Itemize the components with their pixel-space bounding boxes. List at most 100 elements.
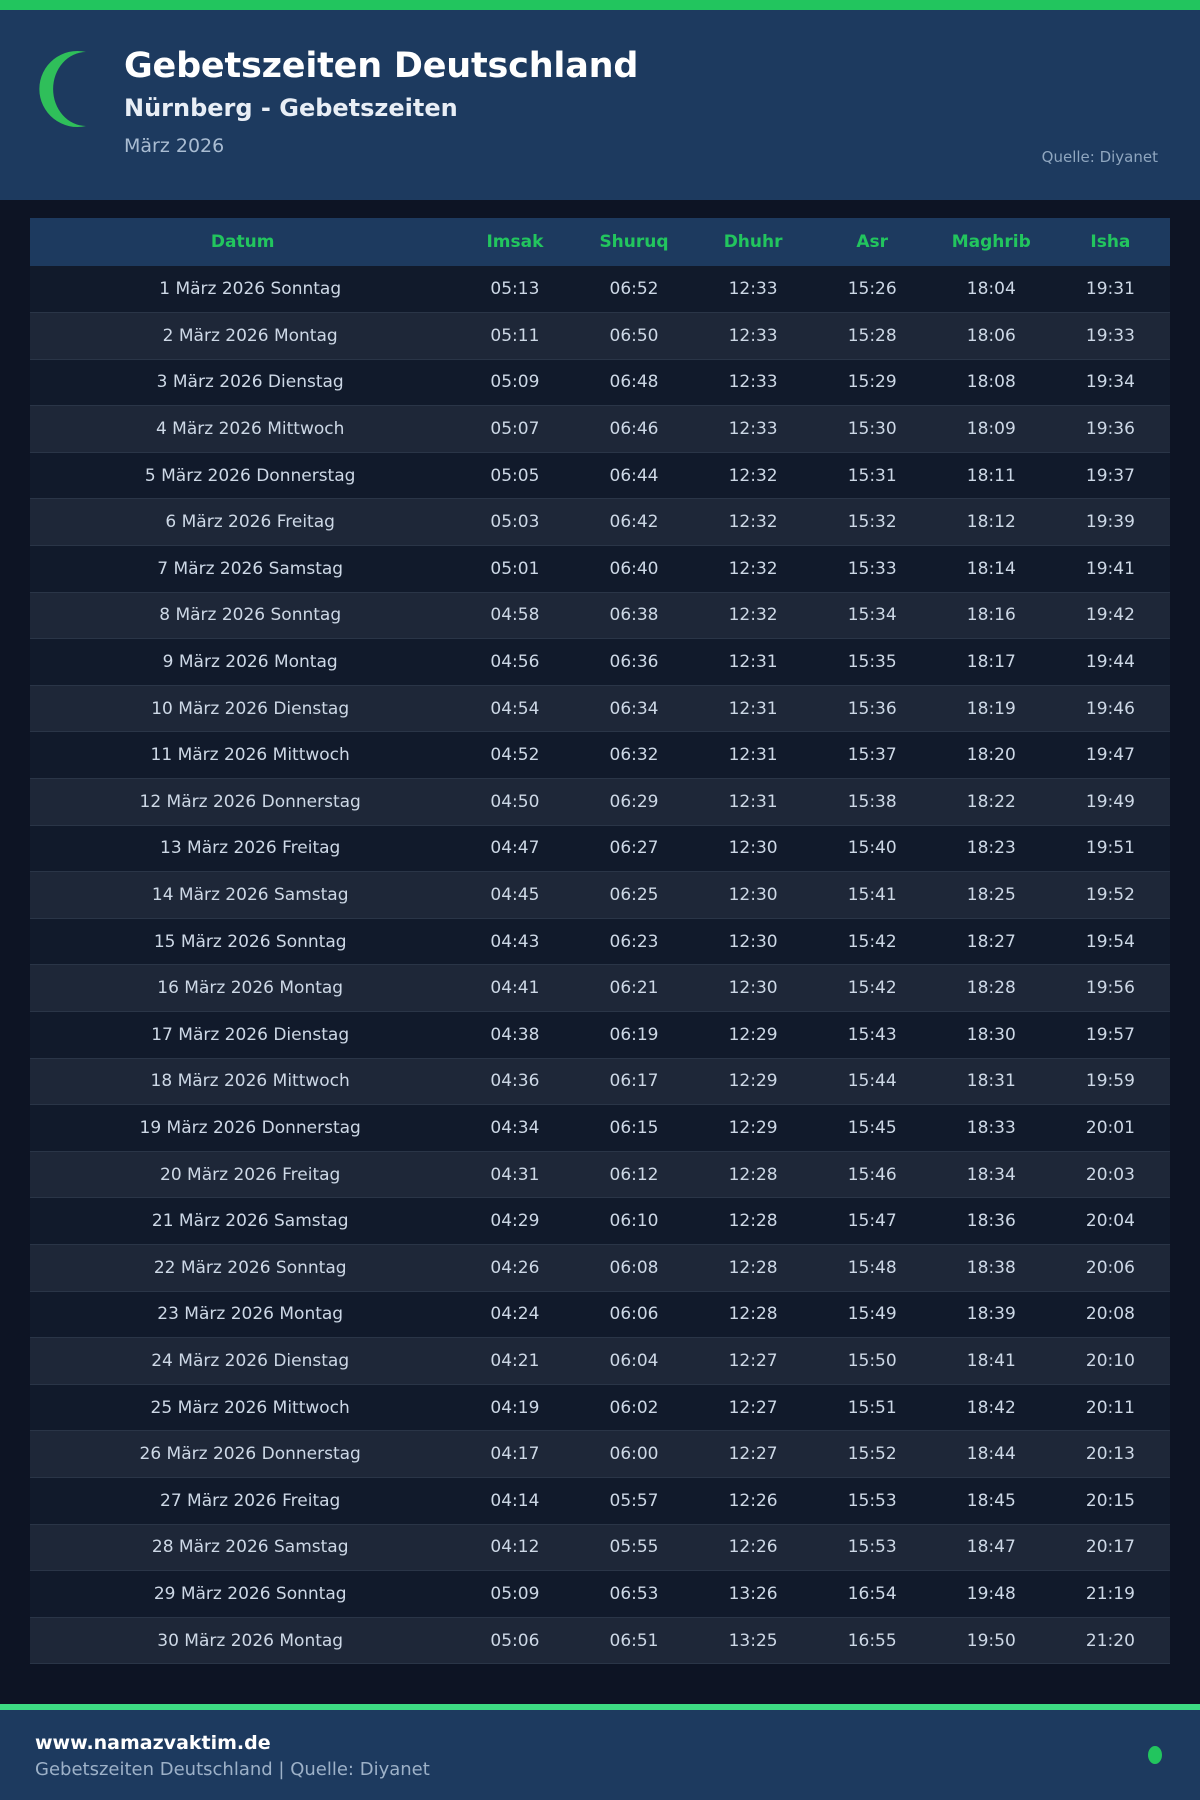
cell-dhuhr: 13:25	[693, 1616, 813, 1665]
table-row[interactable]: 19 März 2026 Donnerstag 04:34 06:15 12:29 15…	[30, 1104, 1170, 1152]
cell-isha: 19:42	[1050, 591, 1170, 640]
cell-shuruq: 06:04	[574, 1337, 694, 1385]
cell-dhuhr: 12:33	[693, 312, 813, 360]
cell-shuruq: 06:00	[574, 1430, 694, 1478]
table-row[interactable]: 26 März 2026 Donnerstag 04:17 06:00 12:27 15…	[30, 1430, 1170, 1478]
cell-shuruq: 06:25	[574, 871, 694, 919]
cell-maghrib: 18:11	[931, 452, 1051, 499]
cell-maghrib: 18:09	[931, 405, 1051, 453]
table-row[interactable]: 15 März 2026 Sonntag 04:43 06:23 12:30 15:42…	[30, 918, 1170, 965]
table-row[interactable]: 11 März 2026 Mittwoch 04:52 06:32 12:31 15:3…	[30, 731, 1170, 779]
cell-isha: 19:33	[1050, 312, 1170, 360]
column-header-dhuhr[interactable]: Dhuhr	[693, 218, 813, 266]
table-head: Datum Imsak Shuruq Dhuhr Asr Maghrib Ish…	[30, 218, 1170, 266]
table-row[interactable]: 30 März 2026 Montag 05:06 06:51 13:25 16:55 1…	[30, 1616, 1170, 1665]
cell-dhuhr: 12:33	[693, 359, 813, 406]
table-row[interactable]: 20 März 2026 Freitag 04:31 06:12 12:28 15:46…	[30, 1150, 1170, 1199]
cell-imsak: 04:47	[455, 825, 575, 872]
table-row[interactable]: 29 März 2026 Sonntag 05:09 06:53 13:26 16:54…	[30, 1570, 1170, 1618]
table-row[interactable]: 27 März 2026 Freitag 04:14 05:57 12:26 15:53…	[30, 1477, 1170, 1525]
cell-dhuhr: 12:27	[693, 1384, 813, 1431]
cell-imsak: 04:12	[455, 1523, 575, 1572]
cell-imsak: 04:26	[455, 1243, 575, 1292]
cell-dhuhr: 12:31	[693, 684, 813, 733]
cell-asr: 15:37	[812, 731, 932, 779]
cell-asr: 15:47	[812, 1197, 932, 1245]
table-row[interactable]: 28 März 2026 Samstag 04:12 05:55 12:26 15:53…	[30, 1523, 1170, 1572]
cell-imsak: 04:45	[455, 871, 575, 919]
cell-dhuhr: 13:26	[693, 1570, 813, 1618]
table-row[interactable]: 12 März 2026 Donnerstag 04:50 06:29 12:31 15…	[30, 778, 1170, 826]
cell-isha: 19:57	[1050, 1011, 1170, 1059]
table-row[interactable]: 4 März 2026 Mittwoch 05:07 06:46 12:33 15:30…	[30, 405, 1170, 453]
table-row[interactable]: 22 März 2026 Sonntag 04:26 06:08 12:28 15:48…	[30, 1243, 1170, 1292]
table-row[interactable]: 3 März 2026 Dienstag 05:09 06:48 12:33 15:29…	[30, 359, 1170, 406]
cell-date: 14 März 2026 Samstag	[30, 871, 456, 919]
cell-imsak: 04:56	[455, 638, 575, 686]
cell-maghrib: 18:08	[931, 359, 1051, 406]
table-row[interactable]: 21 März 2026 Samstag 04:29 06:10 12:28 15:47…	[30, 1197, 1170, 1245]
cell-shuruq: 06:32	[574, 731, 694, 779]
cell-shuruq: 06:02	[574, 1384, 694, 1431]
table-row[interactable]: 14 März 2026 Samstag 04:45 06:25 12:30 15:41…	[30, 871, 1170, 919]
table-row[interactable]: 8 März 2026 Sonntag 04:58 06:38 12:32 15:34 1…	[30, 591, 1170, 640]
cell-imsak: 04:14	[455, 1477, 575, 1525]
table-row[interactable]: 10 März 2026 Dienstag 04:54 06:34 12:31 15:3…	[30, 684, 1170, 733]
cell-asr: 15:29	[812, 359, 932, 406]
footer-site-url[interactable]: www.namazvaktim.de	[35, 1732, 271, 1754]
table-row[interactable]: 7 März 2026 Samstag 05:01 06:40 12:32 15:33 1…	[30, 545, 1170, 593]
cell-asr: 15:33	[812, 545, 932, 593]
table-row[interactable]: 5 März 2026 Donnerstag 05:05 06:44 12:32 15:…	[30, 452, 1170, 499]
cell-isha: 19:51	[1050, 825, 1170, 872]
column-header-maghrib[interactable]: Maghrib	[931, 218, 1051, 266]
table-row[interactable]: 9 März 2026 Montag 04:56 06:36 12:31 15:35 18…	[30, 638, 1170, 686]
cell-asr: 15:26	[812, 266, 932, 313]
table-row[interactable]: 18 März 2026 Mittwoch 04:36 06:17 12:29 15:4…	[30, 1057, 1170, 1106]
cell-maghrib: 18:45	[931, 1477, 1051, 1525]
table-row[interactable]: 1 März 2026 Sonntag 05:13 06:52 12:33 15:26 1…	[30, 266, 1170, 313]
cell-isha: 21:20	[1050, 1616, 1170, 1665]
cell-date: 3 März 2026 Dienstag	[30, 359, 456, 406]
table-row[interactable]: 13 März 2026 Freitag 04:47 06:27 12:30 15:40…	[30, 825, 1170, 872]
cell-asr: 15:46	[812, 1150, 932, 1199]
cell-maghrib: 18:27	[931, 918, 1051, 965]
table-row[interactable]: 16 März 2026 Montag 04:41 06:21 12:30 15:42 1…	[30, 964, 1170, 1012]
period-label: März 2026	[124, 135, 225, 158]
cell-dhuhr: 12:32	[693, 545, 813, 593]
cell-dhuhr: 12:30	[693, 964, 813, 1012]
footer-subtitle: Gebetszeiten Deutschland | Quelle: Diyan…	[35, 1759, 430, 1780]
column-header-imsak[interactable]: Imsak	[455, 218, 575, 266]
cell-date: 10 März 2026 Dienstag	[30, 684, 456, 733]
cell-isha: 19:54	[1050, 918, 1170, 965]
column-header-asr[interactable]: Asr	[812, 218, 932, 266]
column-header-shuruq[interactable]: Shuruq	[574, 218, 694, 266]
column-header-isha[interactable]: Isha	[1050, 218, 1170, 266]
cell-dhuhr: 12:33	[693, 405, 813, 453]
cell-date: 25 März 2026 Mittwoch	[30, 1384, 456, 1431]
cell-isha: 20:04	[1050, 1197, 1170, 1245]
table-row[interactable]: 24 März 2026 Dienstag 04:21 06:04 12:27 15:5…	[30, 1337, 1170, 1385]
header-titles: Gebetszeiten Deutschland Nürnberg - Gebe…	[124, 40, 638, 157]
table-row[interactable]: 17 März 2026 Dienstag 04:38 06:19 12:29 15:4…	[30, 1011, 1170, 1059]
cell-maghrib: 18:30	[931, 1011, 1051, 1059]
cell-shuruq: 06:44	[574, 452, 694, 499]
table-row[interactable]: 6 März 2026 Freitag 05:03 06:42 12:32 15:32 1…	[30, 498, 1170, 547]
table-row[interactable]: 25 März 2026 Mittwoch 04:19 06:02 12:27 15:5…	[30, 1384, 1170, 1431]
cell-shuruq: 06:38	[574, 591, 694, 640]
cell-shuruq: 06:10	[574, 1197, 694, 1245]
table-row[interactable]: 23 März 2026 Montag 04:24 06:06 12:28 15:49 1…	[30, 1291, 1170, 1338]
cell-date: 9 März 2026 Montag	[30, 638, 456, 686]
cell-isha: 19:47	[1050, 731, 1170, 779]
cell-imsak: 04:54	[455, 684, 575, 733]
cell-imsak: 04:38	[455, 1011, 575, 1059]
table-row[interactable]: 2 März 2026 Montag 05:11 06:50 12:33 15:28 18…	[30, 312, 1170, 360]
cell-asr: 15:34	[812, 591, 932, 640]
crescent-moon-icon	[24, 46, 102, 132]
cell-imsak: 04:34	[455, 1104, 575, 1152]
cell-maghrib: 19:50	[931, 1616, 1051, 1665]
column-header-datum[interactable]: Datum	[30, 218, 456, 266]
cell-date: 27 März 2026 Freitag	[30, 1477, 456, 1525]
cell-date: 17 März 2026 Dienstag	[30, 1011, 456, 1059]
cell-shuruq: 06:27	[574, 825, 694, 872]
cell-isha: 20:06	[1050, 1243, 1170, 1292]
